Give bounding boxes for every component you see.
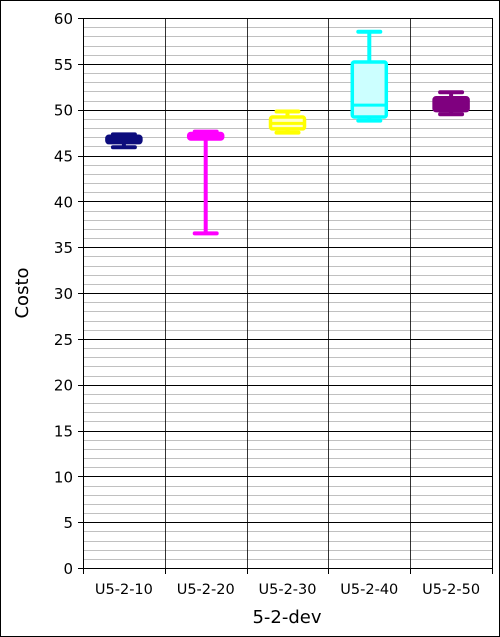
y-tick-label: 55 xyxy=(54,56,73,74)
y-tick-label: 30 xyxy=(54,285,73,303)
y-tick-label: 5 xyxy=(63,514,73,532)
y-tick-label: 35 xyxy=(54,239,73,257)
x-tick-label: U5-2-40 xyxy=(340,582,398,598)
y-tick-label: 0 xyxy=(63,560,73,578)
box-iqr xyxy=(350,60,389,119)
y-axis-label: Costo xyxy=(12,267,33,318)
box-U5-2-10 xyxy=(105,132,143,150)
box-U5-2-30 xyxy=(268,109,307,135)
grid-lines xyxy=(83,18,492,569)
axes xyxy=(78,18,493,573)
y-tick-label: 40 xyxy=(54,193,73,211)
y-tick-label: 20 xyxy=(54,377,73,395)
y-tick-label: 10 xyxy=(54,468,73,486)
x-tick-label: U5-2-30 xyxy=(259,582,317,598)
box-U5-2-20 xyxy=(186,129,225,236)
x-tick-label: U5-2-10 xyxy=(95,582,153,598)
box-U5-2-50 xyxy=(432,90,470,117)
y-tick-labels: 0 5 10 15 20 25 30 35 40 45 50 55 60 xyxy=(54,10,83,578)
box-series xyxy=(105,29,470,236)
y-tick-label: 25 xyxy=(54,331,73,349)
y-tick-label: 15 xyxy=(54,423,73,441)
y-tick-label: 60 xyxy=(54,10,73,28)
y-tick-label: 45 xyxy=(54,148,73,166)
x-tick-labels: U5-2-10 U5-2-20 U5-2-30 U5-2-40 U5-2-50 xyxy=(83,568,493,598)
y-tick-label: 50 xyxy=(54,102,73,120)
box-U5-2-40 xyxy=(350,29,389,123)
x-axis-label: 5-2-dev xyxy=(252,607,321,628)
x-tick-label: U5-2-50 xyxy=(422,582,480,598)
x-tick-label: U5-2-20 xyxy=(177,582,235,598)
